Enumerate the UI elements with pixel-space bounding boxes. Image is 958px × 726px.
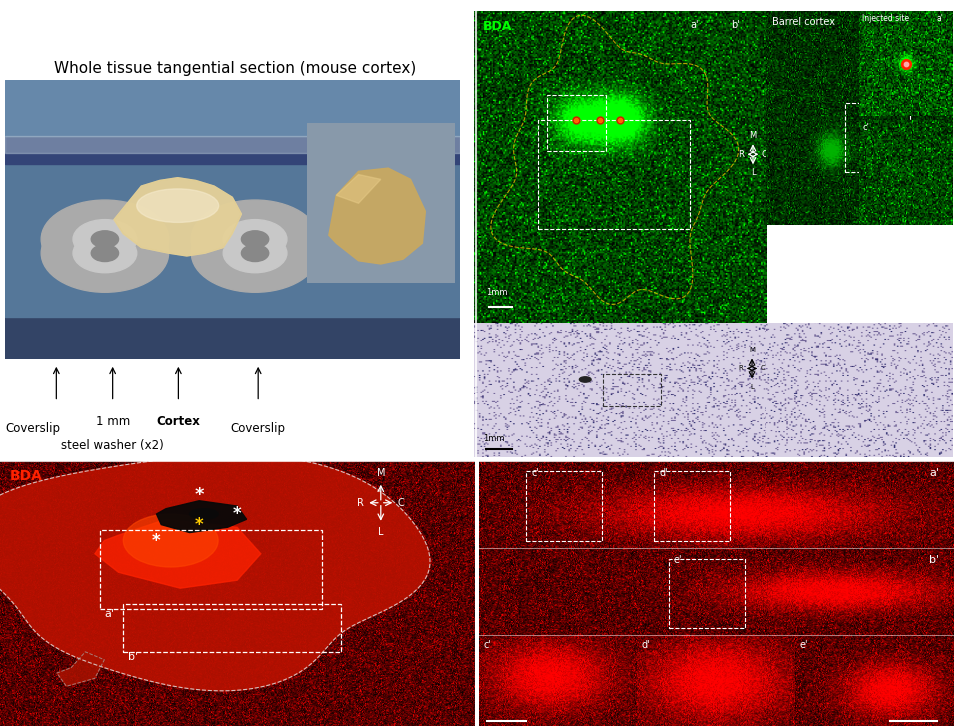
Text: 1mm: 1mm	[486, 288, 508, 297]
Bar	[5, 136, 460, 152]
Text: R: R	[357, 498, 364, 507]
Point	[613, 114, 628, 126]
Text: *: *	[233, 505, 241, 523]
Point	[899, 57, 914, 69]
Circle shape	[580, 377, 591, 382]
Polygon shape	[95, 519, 261, 588]
Bar	[5, 80, 460, 136]
Text: e': e'	[673, 555, 682, 565]
Circle shape	[73, 219, 137, 258]
Text: b': b'	[731, 20, 741, 30]
Polygon shape	[329, 168, 425, 264]
Point	[592, 114, 607, 126]
Text: b': b'	[929, 555, 939, 565]
Text: C: C	[761, 365, 765, 372]
Text: c': c'	[484, 640, 491, 650]
Text: C: C	[762, 150, 767, 159]
Circle shape	[241, 231, 268, 248]
Circle shape	[192, 200, 319, 278]
Bar	[547, 95, 605, 151]
Bar	[845, 103, 910, 171]
Polygon shape	[156, 501, 246, 533]
Text: a': a'	[929, 468, 939, 478]
Text: c': c'	[862, 123, 869, 132]
Polygon shape	[490, 15, 739, 304]
Polygon shape	[0, 454, 430, 691]
Bar	[527, 471, 603, 541]
Bar	[603, 374, 661, 407]
Circle shape	[41, 200, 169, 278]
Text: d': d'	[659, 468, 668, 478]
Text: L: L	[378, 527, 383, 537]
Text: a': a'	[691, 20, 699, 30]
Circle shape	[223, 234, 287, 273]
Text: Whole tissue tangential section (mouse cortex): Whole tissue tangential section (mouse c…	[54, 62, 416, 76]
Text: M: M	[376, 468, 385, 478]
Point	[613, 114, 628, 126]
Text: Injected site: Injected site	[862, 14, 909, 23]
Bar	[124, 604, 341, 652]
Polygon shape	[521, 335, 731, 441]
Ellipse shape	[137, 189, 218, 222]
Text: a': a'	[104, 609, 114, 619]
Polygon shape	[497, 391, 538, 431]
Circle shape	[91, 231, 119, 248]
Bar	[5, 136, 460, 163]
Polygon shape	[57, 652, 104, 686]
Circle shape	[124, 514, 218, 567]
Polygon shape	[336, 174, 380, 203]
Text: BDA: BDA	[483, 20, 513, 33]
Text: R: R	[739, 365, 743, 372]
Point	[569, 114, 584, 126]
Text: a': a'	[936, 14, 944, 23]
Text: *: *	[194, 486, 204, 505]
Circle shape	[223, 219, 287, 258]
Text: R: R	[739, 150, 744, 159]
Bar	[654, 471, 730, 541]
Text: e': e'	[800, 640, 809, 650]
Point	[592, 114, 607, 126]
Text: Coverslip: Coverslip	[231, 422, 285, 435]
Circle shape	[192, 214, 319, 293]
Bar	[5, 163, 460, 317]
Text: 1 mm: 1 mm	[96, 415, 129, 428]
Circle shape	[91, 245, 119, 261]
Bar	[538, 120, 691, 229]
Circle shape	[73, 234, 137, 273]
Text: C: C	[398, 498, 404, 507]
Text: BDA: BDA	[10, 469, 42, 483]
Text: 1mm: 1mm	[483, 434, 505, 444]
Bar	[669, 558, 744, 628]
Circle shape	[41, 214, 169, 293]
Text: b': b'	[128, 652, 138, 662]
Polygon shape	[114, 178, 241, 256]
Polygon shape	[114, 178, 241, 256]
Text: M: M	[749, 131, 757, 141]
Circle shape	[241, 245, 268, 261]
Text: *: *	[152, 531, 161, 550]
Bar	[5, 317, 460, 359]
Text: c': c'	[531, 468, 539, 478]
Text: Barrel cortex: Barrel cortex	[772, 17, 835, 28]
Point	[899, 57, 914, 69]
Circle shape	[786, 32, 878, 139]
Text: d': d'	[642, 640, 650, 650]
Text: *: *	[194, 515, 203, 534]
Text: M: M	[749, 347, 755, 353]
Text: b': b'	[925, 17, 933, 26]
Ellipse shape	[190, 509, 218, 519]
Text: steel washer (x2): steel washer (x2)	[61, 439, 164, 452]
Bar	[100, 530, 323, 609]
Text: c': c'	[888, 107, 895, 115]
Text: L: L	[750, 384, 754, 390]
Text: Cortex: Cortex	[156, 415, 200, 428]
Text: Coverslip: Coverslip	[6, 422, 60, 435]
Point	[569, 114, 584, 126]
Text: L: L	[751, 168, 755, 177]
